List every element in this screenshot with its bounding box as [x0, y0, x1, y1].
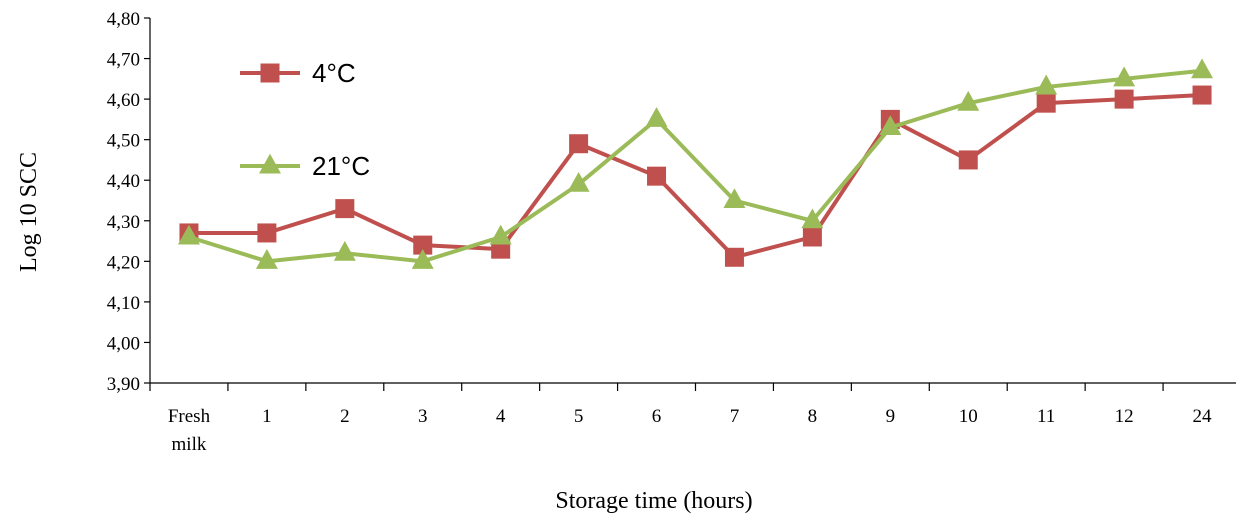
data-point: [802, 227, 822, 247]
x-tick-label: 4: [496, 406, 506, 427]
legend-label: 21°C: [312, 151, 370, 181]
data-point: [177, 224, 200, 245]
y-tick-label: 4,50: [107, 131, 140, 152]
data-point: [411, 249, 434, 269]
y-tick-label: 4,20: [107, 252, 140, 273]
data-point: [724, 247, 744, 267]
data-point: [335, 199, 355, 219]
data-point: [1191, 58, 1214, 79]
x-tick-label: 2: [340, 406, 350, 427]
data-point: [567, 172, 590, 192]
x-tick-label: 6: [652, 406, 662, 427]
data-point: [1114, 89, 1134, 109]
y-tick-label: 4,40: [107, 171, 140, 192]
y-tick-label: 4,30: [107, 212, 140, 233]
data-point: [413, 235, 433, 255]
series-21c: [177, 58, 1214, 269]
x-tick-label: 12: [1115, 406, 1134, 427]
y-tick-label: 4,80: [107, 9, 140, 30]
data-point: [1113, 66, 1136, 87]
legend-entry: 21°C: [240, 151, 370, 181]
data-point: [801, 208, 824, 229]
series-line: [188, 93, 1203, 260]
data-point: [257, 223, 277, 243]
series-line: [188, 68, 1203, 264]
data-point: [1036, 93, 1056, 113]
legend-marker: [259, 153, 281, 174]
y-axis-title: Log 10 SCC: [16, 152, 42, 272]
data-point: [1035, 74, 1058, 95]
data-point: [569, 134, 589, 154]
x-tick-label: 10: [959, 406, 978, 427]
legend-marker: [260, 63, 280, 83]
legend-entry: 4°C: [240, 58, 356, 88]
x-tick-label: 11: [1037, 406, 1055, 427]
x-tick-label: 9: [886, 406, 896, 427]
x-tick-label: 5: [574, 406, 584, 427]
x-tick-label: 8: [808, 406, 818, 427]
x-tick-label: 7: [730, 406, 740, 427]
series-4c: [179, 85, 1212, 267]
legend: 4°C 21°C: [240, 58, 370, 181]
x-axis-title: Storage time (hours): [555, 488, 752, 514]
tick-labels: 3,90 4,00 4,10 4,20 4,30 4,40 4,50 4,60 4,70 4,80…: [107, 9, 1212, 455]
series-layer: [177, 58, 1214, 269]
data-point: [958, 150, 978, 170]
data-point: [1192, 85, 1212, 105]
y-tick-label: 4,60: [107, 90, 140, 111]
axes: [144, 17, 1236, 391]
x-tick-label: Fresh milk: [168, 406, 211, 455]
data-point: [647, 166, 667, 186]
y-tick-label: 4,70: [107, 50, 140, 71]
x-tick-label: 24: [1193, 406, 1213, 427]
data-point: [333, 240, 356, 261]
data-point: [879, 115, 902, 136]
y-tick-label: 4,00: [107, 333, 140, 354]
legend-label: 4°C: [312, 58, 356, 88]
data-point: [723, 188, 746, 209]
data-point: [489, 224, 512, 245]
y-tick-label: 3,90: [107, 374, 140, 395]
data-point: [255, 249, 278, 269]
y-tick-label: 4,10: [107, 293, 140, 314]
x-tick-label: 1: [262, 406, 272, 427]
data-point: [957, 90, 980, 111]
x-tick-label: 3: [418, 406, 428, 427]
data-point: [645, 107, 668, 127]
